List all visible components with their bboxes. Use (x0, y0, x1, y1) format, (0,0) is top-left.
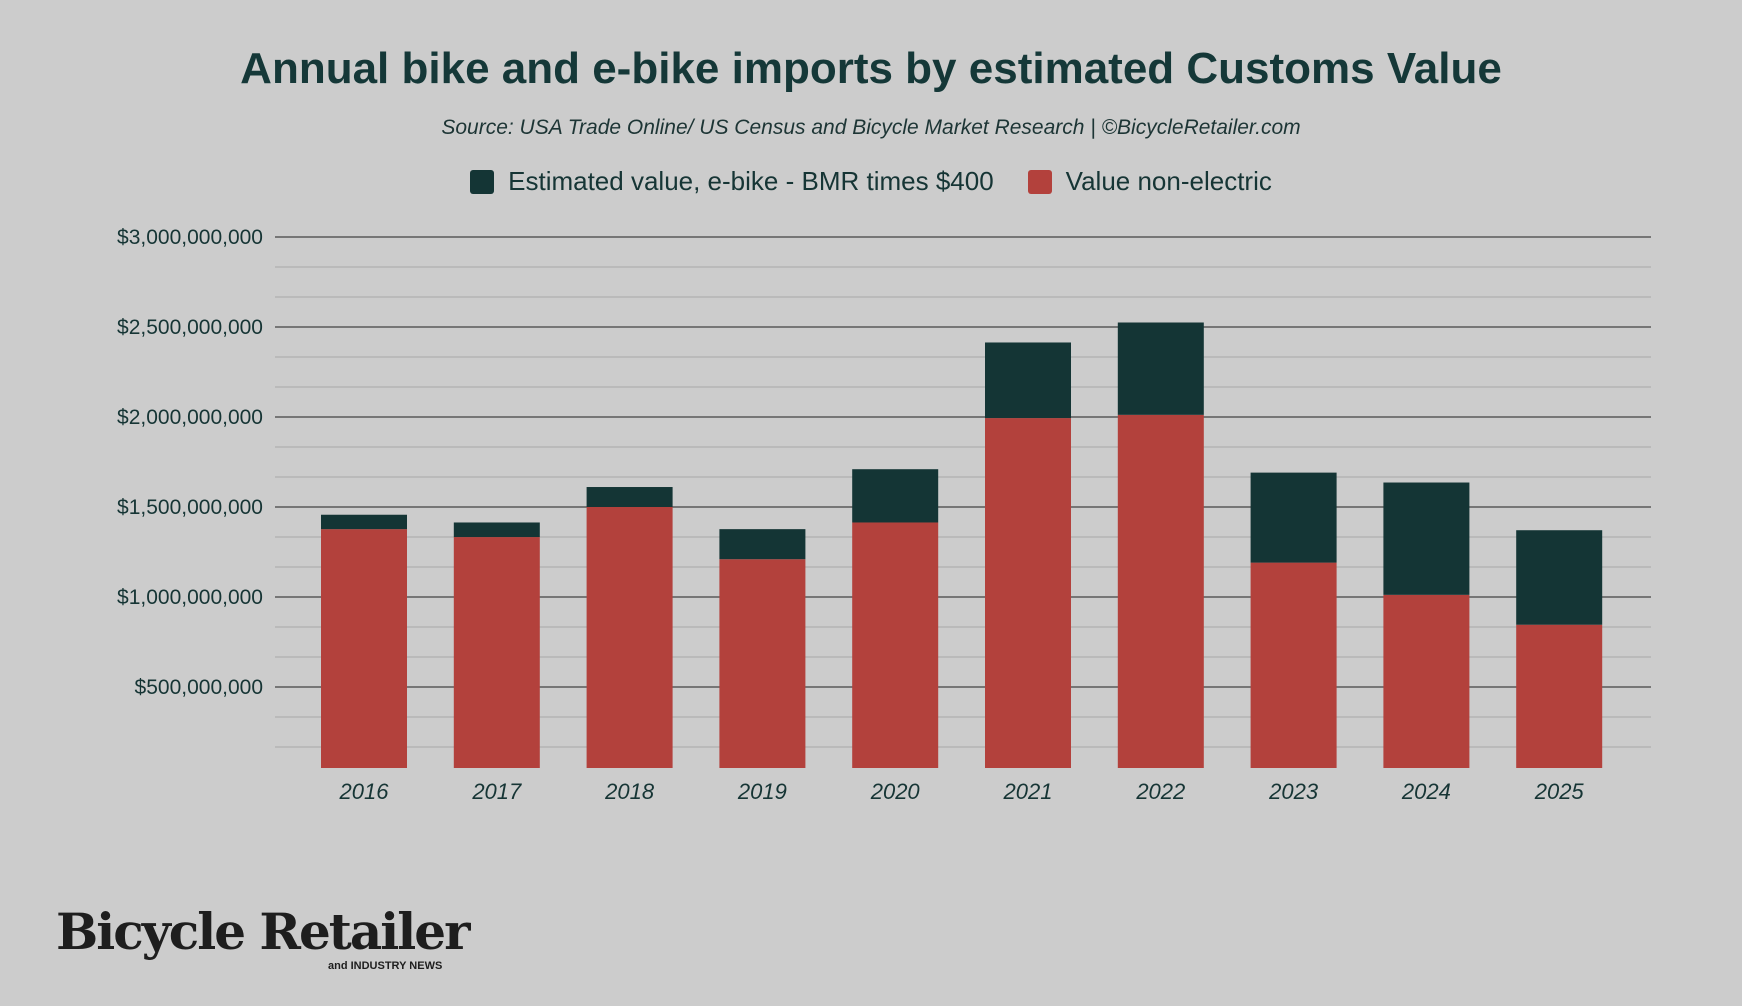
bar-non-electric-2019 (719, 559, 806, 768)
y-tick-label: $3,000,000,000 (117, 226, 263, 249)
bar-ebike-2017 (453, 522, 540, 538)
chart-title: Annual bike and e-bike imports by estima… (240, 44, 1502, 93)
bar-non-electric-2018 (586, 507, 673, 768)
legend-item-ebike: Estimated value, e-bike - BMR times $400 (470, 166, 994, 197)
bar-ebike-2018 (586, 487, 673, 507)
y-tick-label: $2,000,000,000 (117, 406, 263, 429)
bar-non-electric-2025 (1516, 624, 1603, 768)
y-tick-label: $1,000,000,000 (117, 586, 263, 609)
x-tick-label: 2025 (1534, 779, 1585, 804)
bar-ebike-2025 (1516, 530, 1603, 625)
x-tick-label: 2021 (1003, 779, 1053, 804)
logo-text: Bicycle Retailer (56, 902, 470, 961)
bar-ebike-2020 (852, 469, 939, 523)
bar-non-electric-2023 (1250, 562, 1337, 768)
legend-swatch-ebike (470, 169, 495, 194)
x-tick-label: 2016 (339, 779, 390, 804)
legend-label-non-electric: Value non-electric (1065, 166, 1272, 196)
bar-ebike-2019 (719, 529, 806, 560)
chart-subtitle: Source: USA Trade Online/ US Census and … (441, 116, 1301, 139)
bicycle-retailer-logo: Bicycle Retailer and INDUSTRY NEWS (56, 902, 470, 972)
bar-non-electric-2024 (1383, 594, 1470, 768)
bar-non-electric-2020 (852, 522, 939, 768)
bar-ebike-2016 (321, 514, 407, 530)
bar-non-electric-2022 (1117, 414, 1204, 768)
logo-subtext: and INDUSTRY NEWS (328, 960, 443, 972)
x-tick-label: 2022 (1135, 779, 1185, 804)
bar-ebike-2021 (985, 342, 1071, 419)
bar-non-electric-2017 (453, 537, 540, 768)
x-tick-label: 2017 (471, 779, 522, 804)
legend-label-ebike: Estimated value, e-bike - BMR times $400 (508, 166, 994, 196)
legend-swatch-non-electric (1027, 169, 1052, 194)
y-tick-label: $2,500,000,000 (117, 316, 263, 339)
bar-ebike-2024 (1383, 482, 1470, 595)
bar-non-electric-2016 (321, 529, 407, 768)
x-tick-label: 2020 (870, 779, 921, 804)
bar-ebike-2023 (1250, 472, 1337, 563)
y-tick-label: $500,000,000 (135, 676, 263, 699)
y-tick-label: $1,500,000,000 (117, 496, 263, 519)
x-tick-label: 2019 (737, 779, 787, 804)
bar-non-electric-2021 (985, 418, 1071, 768)
legend-item-non-electric: Value non-electric (1027, 166, 1272, 197)
legend: Estimated value, e-bike - BMR times $400… (0, 166, 1742, 197)
bar-ebike-2022 (1117, 322, 1204, 415)
x-tick-label: 2023 (1268, 779, 1319, 804)
x-tick-label: 2024 (1401, 779, 1451, 804)
x-tick-label: 2018 (604, 779, 655, 804)
